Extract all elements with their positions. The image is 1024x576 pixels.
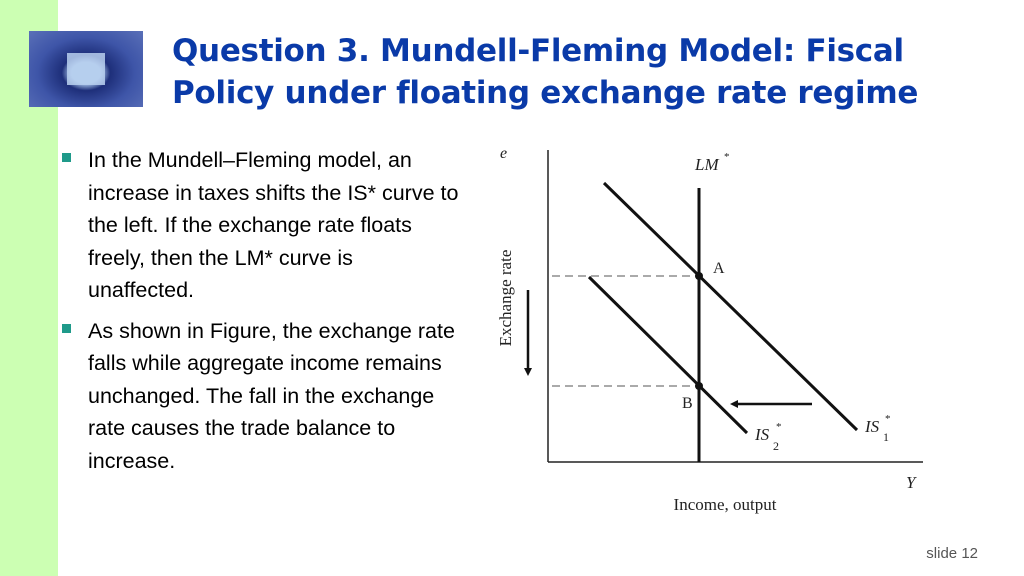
y-axis-label: Exchange rate [496,250,515,347]
is2-star: * [776,421,782,433]
lm-star: * [724,151,730,163]
bullet-item: In the Mundell–Fleming model, an increas… [62,144,462,307]
lm-label: LM [694,155,719,174]
is1-star: * [885,413,891,425]
bullet-list: In the Mundell–Fleming model, an increas… [62,144,462,485]
y-axis-symbol: e [500,145,507,162]
slide-title: Question 3. Mundell-Fleming Model: Fisca… [172,33,919,111]
is2-curve [587,275,749,435]
x-axis-label: Income, output [674,495,777,514]
slide-number: slide 12 [926,545,978,562]
is2-label: IS [754,425,770,444]
point-a-dot [695,272,703,280]
logo-image [29,31,143,107]
bullet-item: As shown in Figure, the exchange rate fa… [62,315,462,478]
is1-subscript: 1 [883,430,889,444]
point-b-dot [695,382,703,390]
point-b-label: B [682,395,693,412]
point-a-label: A [713,260,725,277]
is2-subscript: 2 [773,439,779,453]
is1-curve [602,181,859,432]
is1-label: IS [864,417,880,436]
x-axis-symbol: Y [906,473,917,492]
